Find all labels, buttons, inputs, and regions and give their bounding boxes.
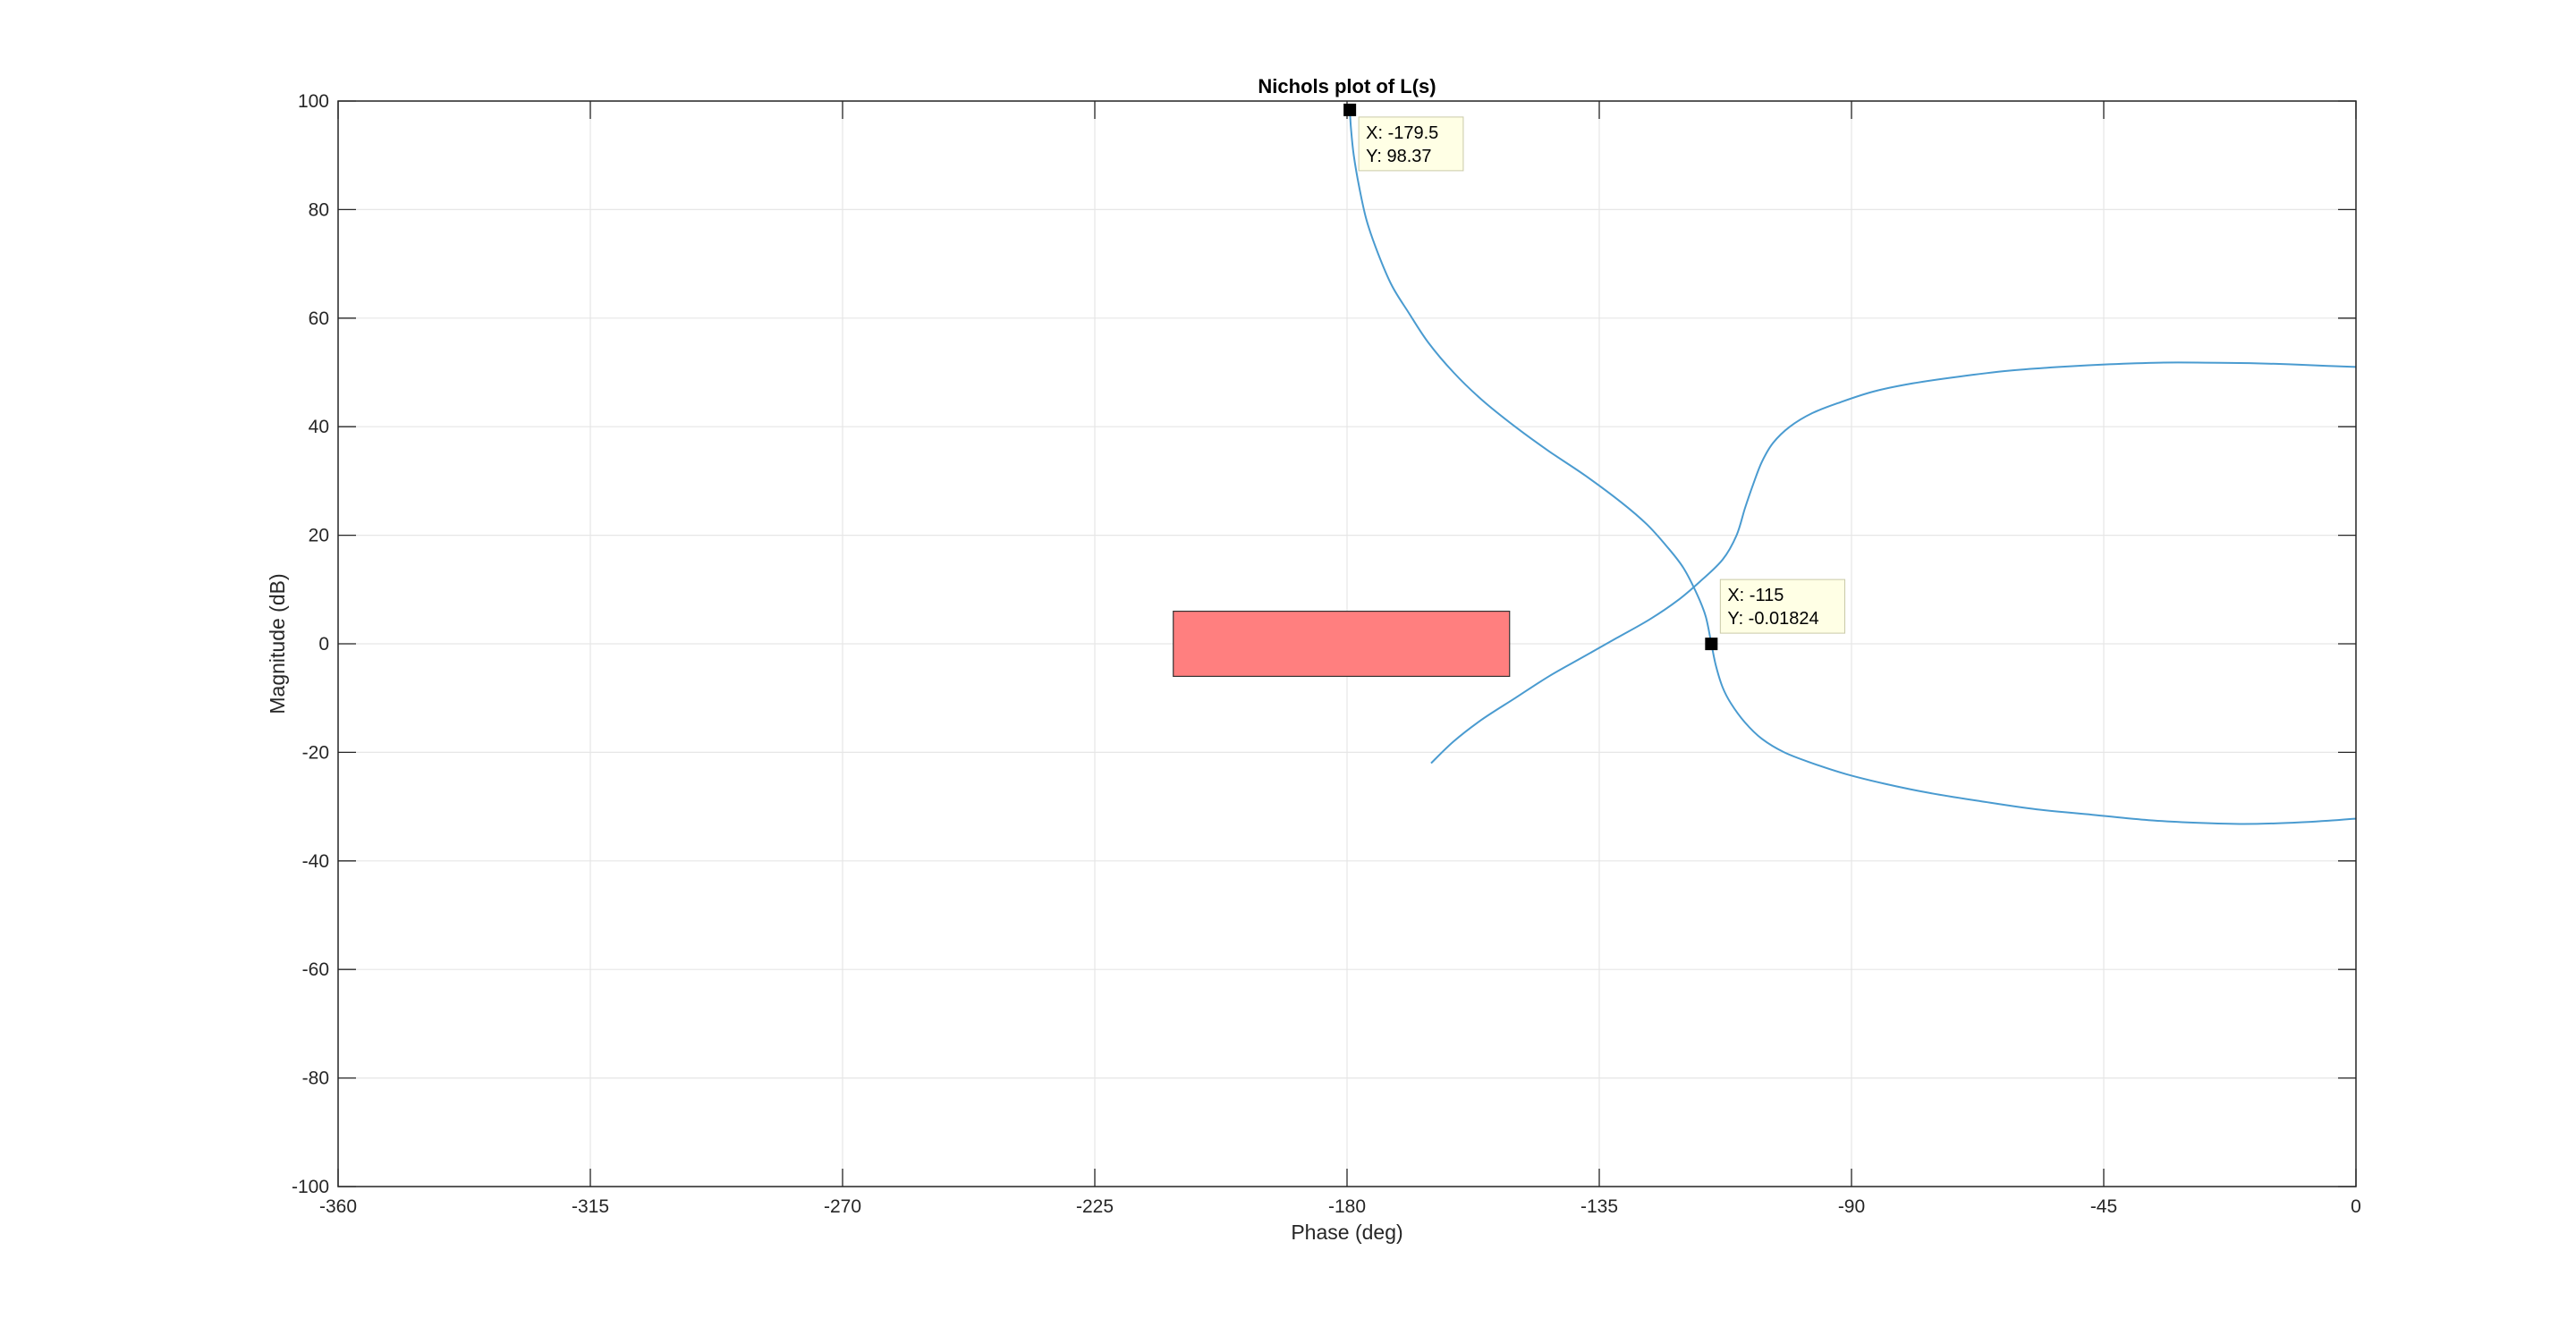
x-tick-label: -315 xyxy=(572,1196,609,1217)
x-tick-label: -90 xyxy=(1838,1196,1865,1217)
y-tick-label: -60 xyxy=(302,959,329,980)
x-axis-label: Phase (deg) xyxy=(1291,1221,1402,1244)
datatip-y-text: Y: 98.37 xyxy=(1366,147,1431,166)
datatip-y-text: Y: -0.01824 xyxy=(1727,609,1818,629)
datatip-marker[interactable] xyxy=(1705,638,1718,651)
data-layer xyxy=(1173,109,2357,825)
shaded-region-rect xyxy=(1173,610,1511,678)
datatip-marker[interactable] xyxy=(1343,103,1357,116)
datatip-box xyxy=(1719,579,1846,634)
datatip-x-text: X: -179.5 xyxy=(1366,123,1438,143)
axes-box xyxy=(337,100,2357,1187)
tick-labels: -360 -315 -270 -225 -180 -135 -90 -45 0 -100 -80 -6… xyxy=(292,91,2361,1217)
y-tick-label: 40 xyxy=(309,417,329,437)
x-tick-label: -270 xyxy=(824,1196,861,1217)
y-tick-label: -100 xyxy=(292,1177,329,1197)
y-tick-label: 0 xyxy=(318,634,329,655)
datatip-x-text: X: -115 xyxy=(1727,586,1784,605)
x-tick-label: 0 xyxy=(2351,1196,2361,1217)
x-tick-label: -45 xyxy=(2090,1196,2117,1217)
x-tick-label: -180 xyxy=(1328,1196,1366,1217)
y-tick-label: 100 xyxy=(298,91,329,112)
y-tick-label: 80 xyxy=(309,199,329,220)
x-tick-label: -360 xyxy=(319,1196,357,1217)
nichols-curve-2 xyxy=(1430,361,2357,765)
y-tick-label: 20 xyxy=(309,526,329,546)
y-tick-label: 60 xyxy=(309,308,329,329)
x-tick-label: -135 xyxy=(1580,1196,1618,1217)
grid-lines xyxy=(337,100,2357,1187)
chart-title: Nichols plot of L(s) xyxy=(1258,75,1436,97)
y-tick-label: -40 xyxy=(302,851,329,872)
nichols-curve-1 xyxy=(1349,109,2357,825)
x-tick-label: -225 xyxy=(1076,1196,1114,1217)
y-axis-label: Magnitude (dB) xyxy=(266,573,289,714)
y-tick-label: -80 xyxy=(302,1069,329,1089)
y-tick-label: -20 xyxy=(302,742,329,763)
datatips: X: -179.5 Y: 98.37 X: -115 Y: -0.01824 xyxy=(1343,103,1846,651)
datatip-box xyxy=(1358,116,1464,172)
